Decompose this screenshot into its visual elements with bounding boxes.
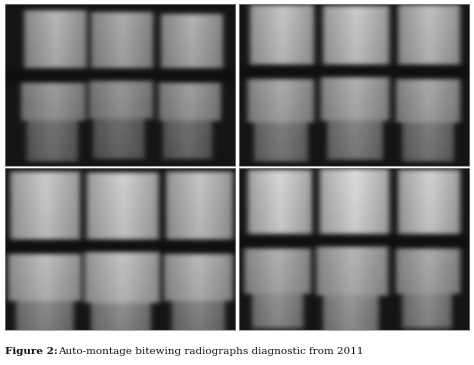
Text: Auto-montage bitewing radiographs diagnostic from 2011: Auto-montage bitewing radiographs diagno… [58,347,364,356]
Text: Figure 2:: Figure 2: [5,347,57,356]
